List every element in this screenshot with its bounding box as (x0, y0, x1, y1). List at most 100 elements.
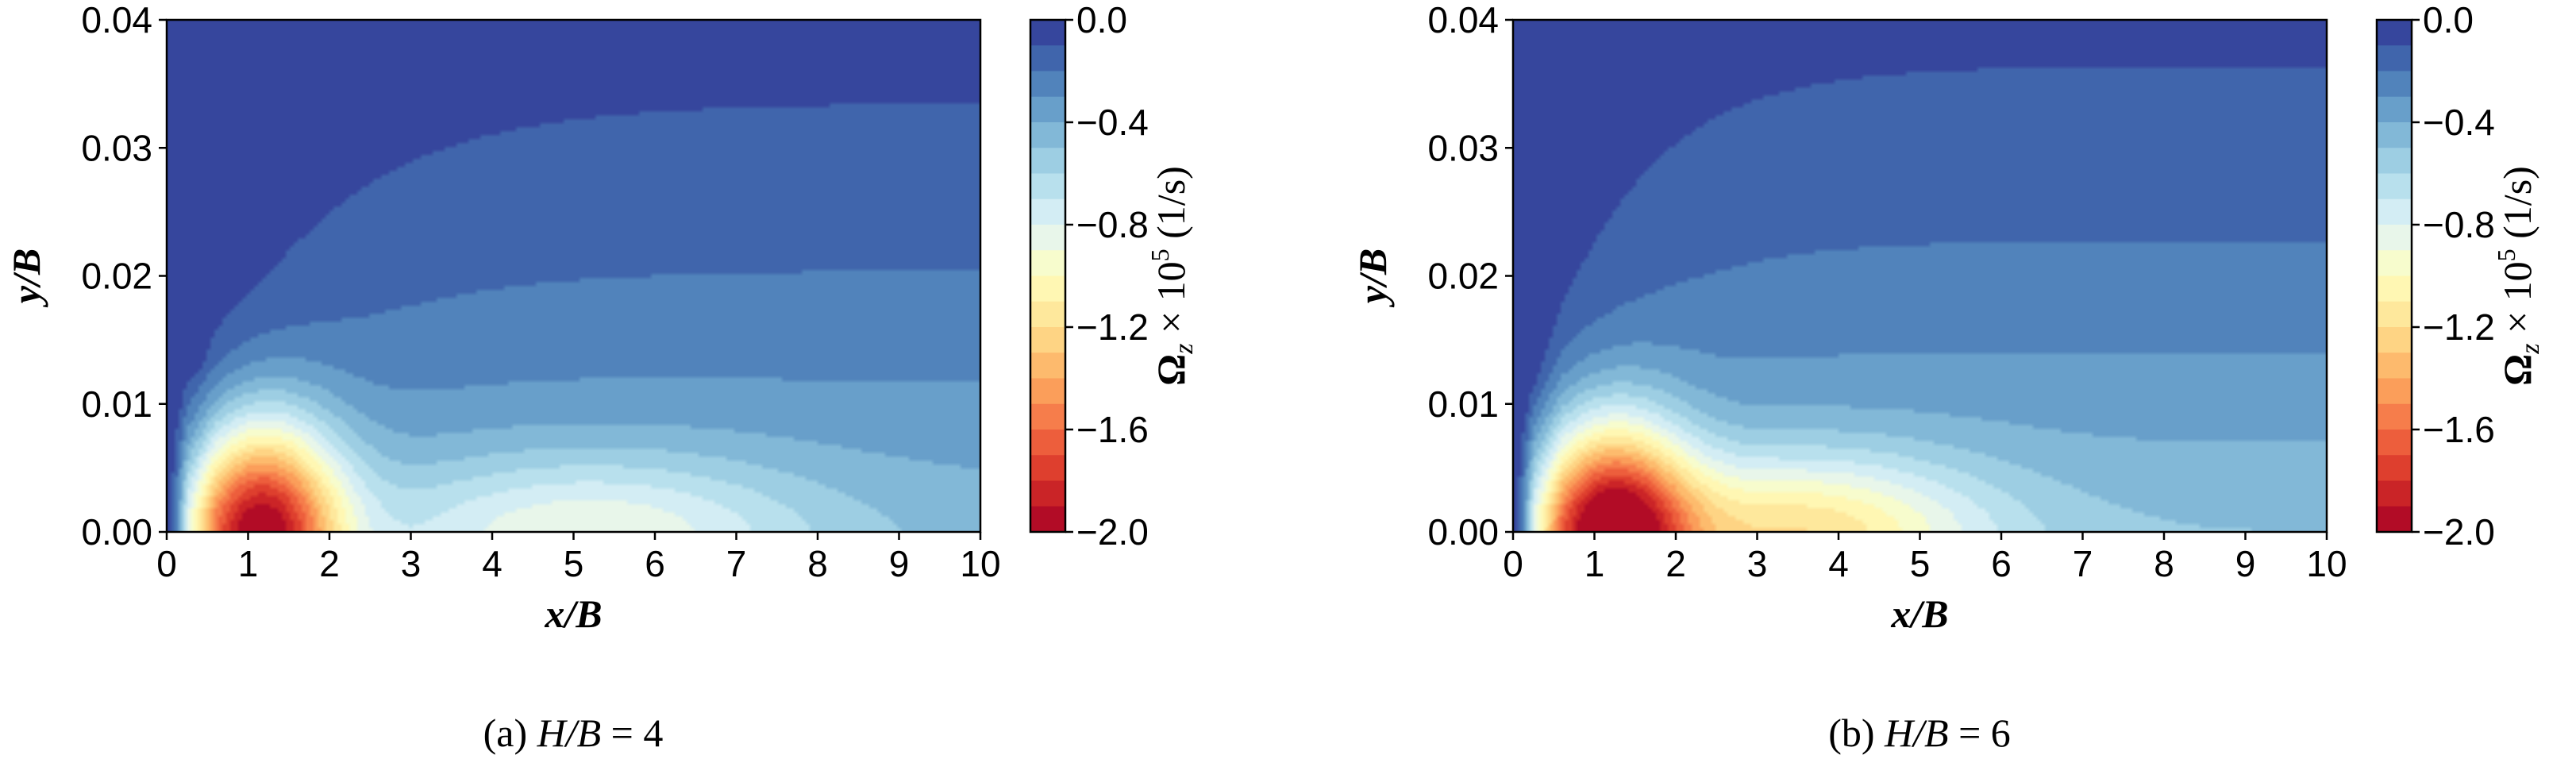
colorbar-swatch (2377, 430, 2412, 456)
x-tick-label: 10 (2306, 543, 2347, 584)
colorbar-swatch (2377, 225, 2412, 251)
colorbar-swatch (2377, 455, 2412, 482)
colorbar-swatch (1030, 275, 1065, 302)
colorbar-tick-label: −1.6 (2423, 409, 2495, 450)
colorbar-swatch (2377, 96, 2412, 123)
contour-field (1513, 20, 2327, 532)
y-tick-label: 0.00 (81, 511, 152, 553)
x-tick-label: 9 (889, 543, 910, 584)
colorbar-tick-label: 0.0 (2423, 0, 2474, 40)
caption-suffix: = 6 (1949, 711, 2011, 755)
colorbar-swatch (1030, 301, 1065, 328)
x-tick-label: 8 (807, 543, 828, 584)
y-tick-label: 0.01 (1427, 383, 1499, 425)
y-tick-label: 0.03 (1427, 127, 1499, 168)
colorbar-label-subscript: z (1169, 344, 1199, 355)
y-tick-label: 0.01 (81, 383, 152, 425)
caption-prefix: (a) (483, 711, 537, 755)
contour-field (167, 20, 980, 532)
y-tick-label: 0.02 (81, 256, 152, 297)
colorbar-label: Ωz × 105 (1/s) (2492, 166, 2545, 386)
colorbar-frame (1029, 18, 1067, 534)
colorbar-swatch (2377, 20, 2412, 46)
x-tick-label: 5 (564, 543, 584, 584)
colorbar-swatch (2377, 480, 2412, 507)
colorbar-swatch (1030, 148, 1065, 175)
caption-prefix: (b) (1828, 711, 1885, 755)
colorbar-tick-label: −2.0 (2423, 511, 2495, 553)
colorbar-label-symbol: Ω (2495, 354, 2539, 386)
colorbar-tick-label: −0.4 (2423, 102, 2495, 143)
y-tick-label: 0.00 (1427, 511, 1499, 553)
colorbar-label-exponent: 5 (2492, 248, 2520, 261)
colorbar-swatch (2377, 378, 2412, 405)
x-axis-label: x/B (544, 591, 602, 636)
y-tick-label: 0.04 (81, 0, 152, 40)
colorbar-label: Ωz × 105 (1/s) (1146, 166, 1199, 386)
x-tick-label: 9 (2235, 543, 2256, 584)
colorbar-swatch (2377, 148, 2412, 175)
colorbar-swatch (2377, 403, 2412, 430)
colorbar-swatch (1030, 96, 1065, 123)
colorbar-label-exponent: 5 (1146, 248, 1174, 261)
panel-caption: (a) H/B = 4 (483, 711, 664, 755)
x-tick-label: 7 (2073, 543, 2093, 584)
panel-caption: (b) H/B = 6 (1828, 711, 2011, 755)
colorbar-tick-label: −0.4 (1076, 102, 1149, 143)
colorbar-tick-label: −2.0 (1076, 511, 1149, 553)
colorbar-label-unit: (1/s) (1149, 166, 1193, 248)
colorbar-swatch (2377, 198, 2412, 225)
x-tick-label: 1 (238, 543, 259, 584)
colorbar-swatch (1030, 71, 1065, 98)
x-tick-label: 0 (156, 543, 177, 584)
caption-variable: H/B (1884, 711, 1949, 755)
colorbar: 0.0 −0.4 −0.8 −1.2 −1.6 −2.0 Ωz × 105 (1/s) (2375, 0, 2545, 553)
colorbar-swatch (2377, 506, 2412, 533)
x-tick-label: 3 (1747, 543, 1768, 584)
caption-suffix: = 4 (601, 711, 663, 755)
panel-b: 0 1 2 3 4 5 6 7 8 9 10 0.00 0.01 0.02 0.03 0.04 x/B y/B 0.… (1350, 0, 2545, 755)
colorbar-label-unit: (1/s) (2495, 166, 2539, 248)
x-tick-label: 3 (401, 543, 422, 584)
colorbar-swatch (1030, 198, 1065, 225)
colorbar-swatch (2377, 71, 2412, 98)
colorbar-swatch (1030, 403, 1065, 430)
colorbar-swatch (1030, 378, 1065, 405)
x-tick-label: 6 (645, 543, 665, 584)
colorbar-tick-label: 0.0 (1076, 0, 1127, 40)
colorbar-swatch (1030, 480, 1065, 507)
y-axis-label: y/B (1350, 248, 1395, 307)
colorbar-swatch (1030, 455, 1065, 482)
colorbar-label-times: × 10 (2495, 261, 2539, 343)
caption-variable: H/B (537, 711, 602, 755)
x-axis-label: x/B (1890, 591, 1948, 636)
colorbar-label-subscript: z (2516, 344, 2545, 355)
colorbar-swatch (2377, 275, 2412, 302)
colorbar-swatch (2377, 250, 2412, 277)
x-tick-label: 4 (1828, 543, 1849, 584)
colorbar-swatch (1030, 506, 1065, 533)
y-tick-label: 0.02 (1427, 256, 1499, 297)
colorbar-tick-label: −1.6 (1076, 409, 1149, 450)
x-tick-label: 2 (1665, 543, 1686, 584)
x-tick-label: 7 (726, 543, 747, 584)
y-tick-label: 0.03 (81, 127, 152, 168)
x-tick-label: 10 (960, 543, 1000, 584)
colorbar-tick-label: −1.2 (1076, 306, 1149, 348)
colorbar-swatch (2377, 352, 2412, 379)
colorbar-swatch (2377, 327, 2412, 353)
y-tick-label: 0.04 (1427, 0, 1499, 40)
colorbar-tick-label: −0.8 (2423, 204, 2495, 245)
colorbar-tick-label: −1.2 (2423, 306, 2495, 348)
colorbar-swatch (2377, 122, 2412, 148)
panel-a: 0 1 2 3 4 5 6 7 8 9 10 0.00 0.01 0.02 0.03 0.04 x/B y/B 0.… (4, 0, 1199, 755)
colorbar-swatch (1030, 430, 1065, 456)
colorbar-swatch (1030, 173, 1065, 200)
colorbar-tick-label: −0.8 (1076, 204, 1149, 245)
x-tick-label: 0 (1503, 543, 1523, 584)
colorbar: 0.0 −0.4 −0.8 −1.2 −1.6 −2.0 Ωz × 105 (1/s) (1029, 0, 1199, 553)
colorbar-frame (2375, 18, 2413, 534)
x-tick-label: 6 (1991, 543, 2012, 584)
